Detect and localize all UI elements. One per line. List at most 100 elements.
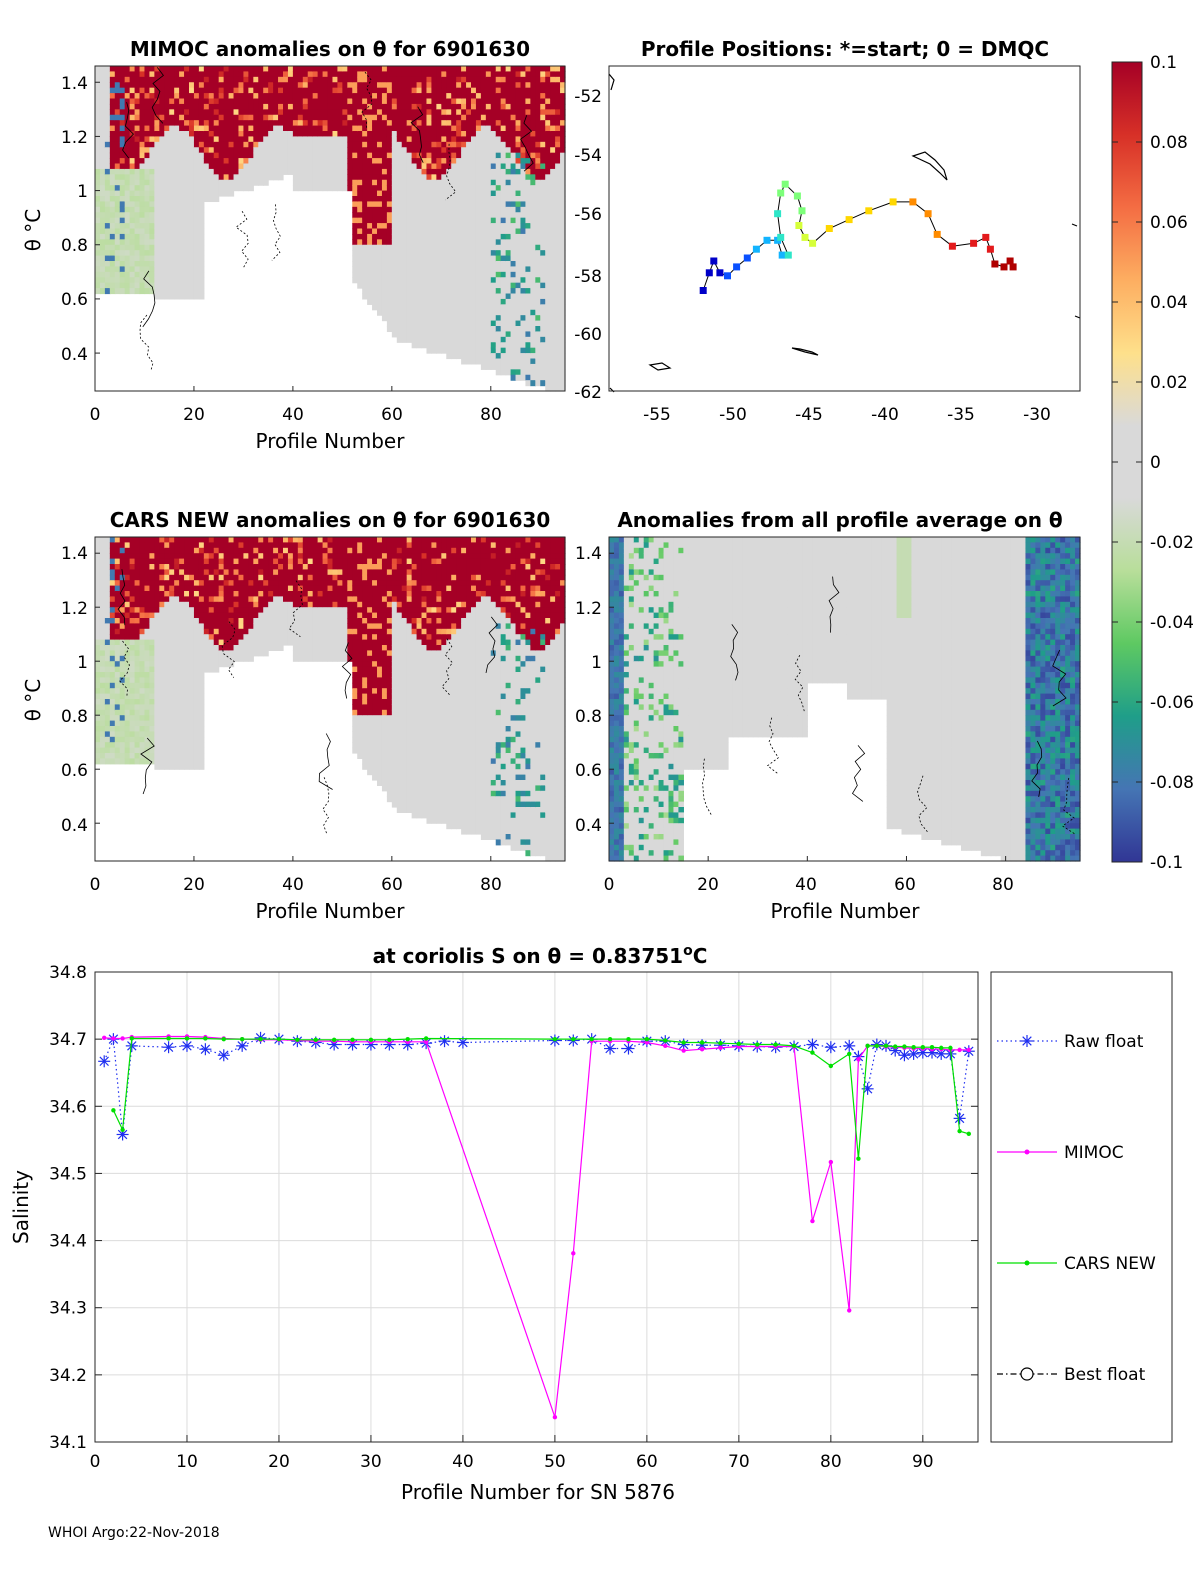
anomaly-cell	[332, 185, 339, 192]
anomaly-cell	[139, 537, 146, 543]
anomaly-cell	[327, 71, 334, 78]
anomaly-cell	[505, 131, 512, 138]
anomaly-cell	[203, 580, 210, 587]
anomaly-cell	[169, 558, 175, 565]
anomaly-cell	[327, 66, 334, 73]
anomaly-cell	[149, 672, 155, 678]
anomaly-cell	[421, 342, 428, 349]
anomaly-cell	[203, 537, 210, 543]
anomaly-cell	[530, 158, 536, 165]
anomaly-cell	[451, 206, 457, 213]
anomaly-cell	[515, 255, 522, 262]
anomaly-cell	[347, 141, 353, 148]
anomaly-cell	[99, 639, 106, 646]
anomaly-cell	[114, 618, 121, 624]
anomaly-cell	[421, 87, 428, 94]
anomaly-cell	[490, 212, 497, 219]
anomaly-cell	[525, 363, 531, 370]
anomaly-cell	[332, 66, 339, 73]
anomaly-cell	[520, 179, 527, 186]
anomaly-cell	[159, 666, 165, 673]
anomaly-cell	[510, 212, 517, 219]
anomaly-cell	[436, 228, 442, 235]
anomaly-cell	[416, 239, 423, 246]
anomaly-cell	[159, 574, 165, 581]
anomaly-cell	[515, 223, 522, 230]
anomaly-cell	[500, 98, 507, 105]
anomaly-cell	[352, 185, 358, 192]
anomaly-cell	[480, 109, 487, 116]
anomaly-cell	[149, 558, 155, 565]
anomaly-cell	[500, 331, 507, 338]
cars-panel-title: CARS NEW anomalies on θ for 6901630	[110, 508, 551, 532]
anomaly-cell	[99, 655, 106, 662]
anomaly-cell	[411, 82, 418, 89]
anomaly-cell	[198, 704, 205, 711]
anomaly-cell	[456, 244, 462, 251]
anomaly-cell	[193, 537, 200, 543]
anomaly-cell	[431, 168, 437, 175]
anomaly-cell	[268, 152, 274, 159]
anomaly-cell	[95, 196, 101, 203]
anomaly-cell	[451, 250, 457, 257]
anomaly-cell	[253, 82, 259, 89]
anomaly-cell	[238, 125, 245, 132]
anomaly-cell	[144, 650, 151, 657]
anomaly-cell	[193, 147, 200, 154]
anomaly-cell	[189, 704, 195, 711]
anomaly-cell	[169, 201, 175, 208]
anomaly-cell	[416, 87, 423, 94]
anomaly-cell	[461, 244, 467, 251]
anomaly-cell	[431, 233, 437, 240]
anomaly-cell	[515, 369, 522, 376]
anomaly-cell	[510, 66, 517, 73]
anomaly-cell	[480, 353, 487, 360]
anomaly-cell	[114, 82, 121, 89]
anomaly-cell	[144, 288, 151, 295]
anomaly-cell	[193, 623, 200, 630]
anomaly-cell	[545, 353, 551, 360]
anomaly-cell	[342, 66, 348, 73]
anomaly-cell	[560, 244, 566, 251]
anomaly-cell	[99, 736, 106, 743]
anomaly-cell	[416, 288, 423, 295]
anomaly-cell	[119, 141, 126, 148]
anomaly-cell	[545, 212, 551, 219]
anomaly-cell	[525, 347, 531, 354]
anomaly-cell	[401, 309, 408, 316]
anomaly-cell	[297, 71, 304, 78]
anomaly-cell	[95, 158, 101, 165]
anomaly-cell	[159, 82, 165, 89]
anomaly-cell	[302, 168, 309, 175]
anomaly-cell	[189, 179, 195, 186]
y-tick-label: 0.4	[61, 345, 88, 365]
anomaly-cell	[134, 742, 141, 749]
anomaly-cell	[149, 217, 155, 224]
anomaly-cell	[436, 87, 442, 94]
anomaly-cell	[179, 558, 185, 565]
anomaly-cell	[109, 666, 116, 673]
anomaly-cell	[248, 185, 254, 192]
anomaly-cell	[466, 217, 472, 224]
anomaly-cell	[322, 82, 329, 89]
anomaly-cell	[510, 136, 517, 143]
anomaly-cell	[391, 201, 398, 208]
anomaly-cell	[372, 163, 378, 170]
anomaly-cell	[149, 174, 155, 181]
anomaly-cell	[480, 206, 487, 213]
anomaly-cell	[490, 174, 497, 181]
anomaly-cell	[154, 179, 160, 186]
anomaly-cell	[466, 233, 472, 240]
anomaly-cell	[198, 623, 205, 630]
anomaly-cell	[436, 120, 442, 127]
anomaly-cell	[337, 109, 343, 116]
anomaly-cell	[114, 114, 121, 121]
anomaly-cell	[436, 168, 442, 175]
anomaly-cell	[139, 217, 146, 224]
anomaly-cell	[287, 103, 294, 110]
anomaly-cell	[124, 639, 131, 646]
anomaly-cell	[396, 103, 403, 110]
anomaly-cell	[550, 358, 556, 365]
anomaly-cell	[149, 125, 155, 132]
anomaly-cell	[396, 228, 403, 235]
